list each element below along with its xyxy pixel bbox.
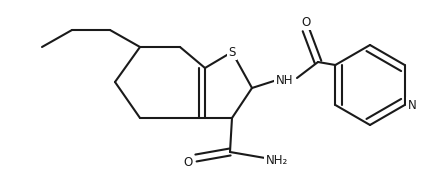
Text: S: S: [228, 45, 236, 59]
Text: NH: NH: [276, 73, 294, 87]
Text: NH₂: NH₂: [266, 154, 288, 166]
Text: O: O: [183, 157, 193, 169]
Text: N: N: [408, 99, 417, 111]
Text: O: O: [301, 16, 311, 28]
